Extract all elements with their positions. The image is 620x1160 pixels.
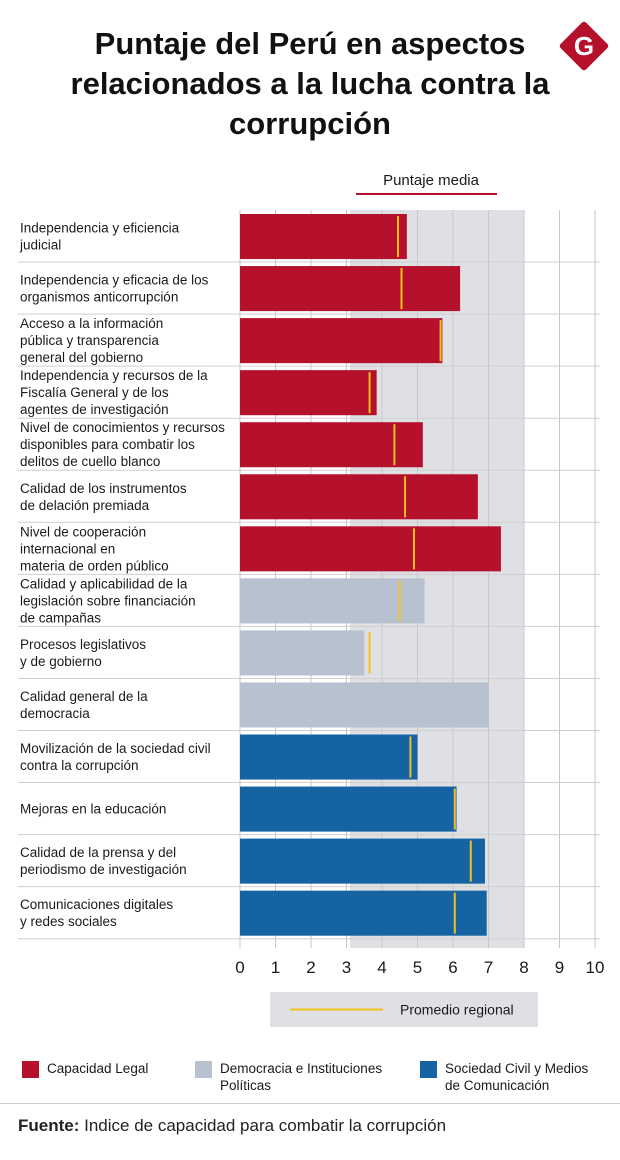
x-tick-label: 0 [235, 958, 244, 977]
category-label: Movilización de la sociedad civil contra … [20, 741, 211, 773]
bar-democracy [240, 578, 425, 624]
chart-area: Puntaje media Independencia y eficiencia j… [18, 172, 605, 1093]
category-label-line: Fiscalía General y de los [20, 385, 169, 400]
x-tick-label: 6 [448, 958, 457, 977]
x-tick-label: 8 [519, 958, 528, 977]
legend-label: Capacidad Legal [47, 1061, 148, 1076]
bar-democracy [240, 630, 365, 676]
category-label-line: Nivel de conocimientos y recursos [20, 420, 225, 435]
source-label: Fuente: [18, 1116, 80, 1135]
regional-legend-label: Promedio regional [400, 1002, 514, 1018]
legend-label: Democracia e Instituciones Políticas [220, 1061, 382, 1093]
x-tick-label: 10 [586, 958, 605, 977]
svg-text:G: G [574, 31, 594, 61]
legend-label-line: Democracia e Instituciones [220, 1061, 382, 1076]
category-label-line: legislación sobre financiación [20, 593, 196, 608]
category-label: Procesos legislativos y de gobierno [20, 637, 146, 669]
category-label-line: periodismo de investigación [20, 862, 187, 877]
category-label: Calidad de la prensa y del periodismo de … [20, 845, 187, 877]
x-tick-label: 9 [555, 958, 564, 977]
category-label-line: Calidad de la prensa y del [20, 845, 176, 860]
source-text: Indice de capacidad para combatir la cor… [79, 1116, 447, 1135]
category-label-line: general del gobierno [20, 350, 143, 365]
category-label-line: judicial [19, 238, 61, 253]
x-tick-label: 5 [413, 958, 422, 977]
category-label-line: Independencia y recursos de la [20, 368, 208, 383]
category-label-line: Calidad de los instrumentos [20, 481, 187, 496]
x-tick-label: 3 [342, 958, 351, 977]
category-label: Independencia y eficacia de los organismo… [20, 273, 209, 305]
category-label-line: Procesos legislativos [20, 637, 146, 652]
category-label: Independencia y eficiencia judicial [19, 221, 180, 253]
category-label-line: democracia [20, 706, 90, 721]
legend-label-line: Capacidad Legal [47, 1061, 148, 1076]
average-band-label: Puntaje media [383, 172, 480, 189]
bar-society [240, 734, 418, 780]
category-label: Acceso a la información pública y transpa… [20, 316, 163, 365]
bar-society [240, 890, 487, 936]
category-label: Mejoras en la educación [20, 802, 166, 817]
gestion-logo-icon: G [559, 21, 609, 71]
category-label-line: de campañas [20, 610, 101, 625]
category-label-line: materia de orden público [20, 558, 169, 573]
category-label-line: Calidad y aplicabilidad de la [20, 576, 188, 591]
bar-democracy [240, 682, 489, 728]
category-label-line: Nivel de cooperación [20, 524, 146, 539]
legend-swatch-society [420, 1061, 437, 1078]
category-label-line: pública y transparencia [20, 333, 159, 348]
category-label-line: Independencia y eficacia de los [20, 273, 209, 288]
legend-label: Sociedad Civil y Medios de Comunicación [445, 1061, 589, 1093]
bar-legal [240, 422, 423, 468]
x-tick-label: 4 [377, 958, 386, 977]
category-label-line: contra la corrupción [20, 758, 139, 773]
category-label-line: internacional en [20, 541, 115, 556]
category-label-line: Acceso a la información [20, 316, 163, 331]
category-label-line: Independencia y eficiencia [20, 221, 180, 236]
bar-legal [240, 318, 443, 364]
legend-swatch-legal [22, 1061, 39, 1078]
category-label: Calidad general de la democracia [20, 689, 148, 721]
category-label-line: y de gobierno [20, 654, 102, 669]
category-label: Comunicaciones digitales y redes sociales [20, 897, 173, 929]
bar-legal [240, 214, 407, 260]
category-label-line: Movilización de la sociedad civil [20, 741, 211, 756]
bar-legal [240, 266, 461, 312]
x-tick-label: 1 [271, 958, 280, 977]
category-label-line: disponibles para combatir los [20, 437, 195, 452]
legend-label-line: Políticas [220, 1078, 271, 1093]
category-label-line: y redes sociales [20, 914, 117, 929]
category-label: Calidad de los instrumentos de delación p… [20, 481, 187, 513]
category-label-line: organismos anticorrupción [20, 290, 178, 305]
chart-title: Puntaje del Perú en aspectos relacionado… [70, 26, 550, 141]
category-label-line: Mejoras en la educación [20, 802, 166, 817]
category-label: Independencia y recursos de la Fiscalía G… [20, 368, 208, 417]
category-label-line: agentes de investigación [20, 402, 169, 417]
footer-divider [0, 1103, 620, 1104]
category-label-line: de delación premiada [20, 498, 150, 513]
bar-society [240, 838, 485, 884]
x-tick-label: 2 [306, 958, 315, 977]
x-tick-label: 7 [484, 958, 493, 977]
category-label-line: Comunicaciones digitales [20, 897, 173, 912]
legend-label-line: Sociedad Civil y Medios [445, 1061, 589, 1076]
legend-swatch-democracy [195, 1061, 212, 1078]
bar-society [240, 786, 457, 832]
bar-legal [240, 474, 478, 520]
category-label: Nivel de cooperación internacional en mate… [20, 524, 169, 573]
bar-legal [240, 526, 501, 572]
category-label: Calidad y aplicabilidad de la legislación… [20, 576, 196, 625]
bar-legal [240, 370, 377, 416]
legend-label-line: de Comunicación [445, 1078, 549, 1093]
category-label: Nivel de conocimientos y recursos disponi… [20, 420, 225, 469]
category-label-line: Calidad general de la [20, 689, 148, 704]
category-label-line: delitos de cuello blanco [20, 454, 160, 469]
source-note: Fuente: Indice de capacidad para combati… [18, 1116, 446, 1136]
